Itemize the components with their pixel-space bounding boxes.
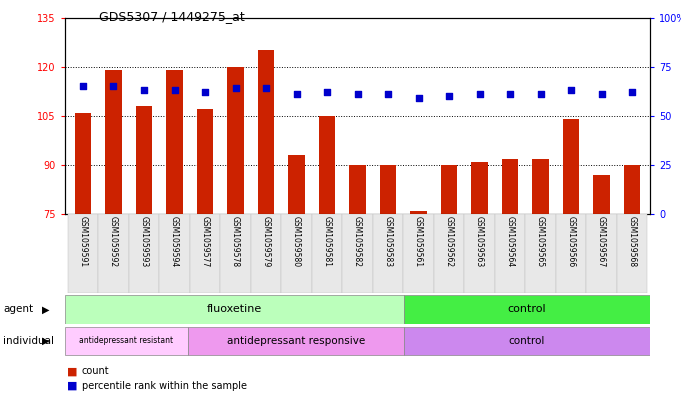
Bar — [257, 50, 274, 214]
Text: antidepressant resistant: antidepressant resistant — [79, 336, 174, 345]
Text: GSM1059567: GSM1059567 — [597, 216, 606, 267]
Bar — [166, 70, 183, 214]
Text: GSM1059561: GSM1059561 — [414, 216, 423, 267]
Text: count: count — [82, 366, 110, 376]
Bar — [471, 162, 488, 214]
Text: agent: agent — [3, 305, 33, 314]
Text: GSM1059578: GSM1059578 — [231, 216, 240, 267]
Point — [505, 91, 516, 97]
Text: control: control — [508, 305, 546, 314]
Bar — [190, 214, 220, 293]
Bar — [617, 214, 648, 293]
Text: GSM1059566: GSM1059566 — [567, 216, 575, 267]
Point — [200, 89, 210, 95]
Text: GSM1059580: GSM1059580 — [292, 216, 301, 267]
Bar — [98, 214, 129, 293]
Bar — [404, 327, 650, 355]
Text: ■: ■ — [67, 381, 77, 391]
Bar — [227, 67, 244, 214]
Point — [596, 91, 607, 97]
Bar — [319, 116, 336, 214]
Bar — [251, 214, 281, 293]
Bar — [464, 214, 495, 293]
Point — [566, 87, 577, 94]
Bar — [502, 158, 518, 214]
Bar — [586, 214, 617, 293]
Bar — [495, 214, 525, 293]
Bar — [525, 214, 556, 293]
Text: individual: individual — [3, 336, 54, 346]
Point — [169, 87, 180, 94]
Bar — [379, 165, 396, 214]
Text: GDS5307 / 1449275_at: GDS5307 / 1449275_at — [99, 10, 244, 23]
Text: control: control — [509, 336, 545, 346]
Text: GSM1059583: GSM1059583 — [383, 216, 392, 267]
Bar — [75, 113, 91, 214]
Text: ■: ■ — [67, 366, 77, 376]
Text: ▶: ▶ — [42, 305, 50, 314]
Bar — [312, 214, 343, 293]
Bar — [441, 165, 458, 214]
Point — [230, 85, 241, 92]
Text: GSM1059593: GSM1059593 — [140, 216, 148, 267]
Bar — [403, 214, 434, 293]
Bar — [532, 158, 549, 214]
Point — [627, 89, 637, 95]
Point — [535, 91, 546, 97]
Bar — [373, 214, 403, 293]
Text: GSM1059594: GSM1059594 — [170, 216, 179, 267]
Text: fluoxetine: fluoxetine — [206, 305, 262, 314]
Bar — [220, 214, 251, 293]
Point — [413, 95, 424, 101]
Text: GSM1059582: GSM1059582 — [353, 216, 362, 267]
Point — [78, 83, 89, 90]
Bar — [556, 214, 586, 293]
Text: GSM1059592: GSM1059592 — [109, 216, 118, 267]
Text: GSM1059577: GSM1059577 — [200, 216, 210, 267]
Point — [321, 89, 332, 95]
Point — [138, 87, 149, 94]
Bar — [624, 165, 640, 214]
Point — [291, 91, 302, 97]
Text: GSM1059579: GSM1059579 — [262, 216, 270, 267]
Text: GSM1059591: GSM1059591 — [78, 216, 87, 267]
Text: antidepressant responsive: antidepressant responsive — [227, 336, 365, 346]
Text: percentile rank within the sample: percentile rank within the sample — [82, 381, 247, 391]
Point — [383, 91, 394, 97]
Bar — [563, 119, 580, 214]
Text: GSM1059581: GSM1059581 — [323, 216, 332, 267]
Point — [108, 83, 119, 90]
Bar — [65, 327, 188, 355]
Bar — [281, 214, 312, 293]
Point — [474, 91, 485, 97]
Bar — [434, 214, 464, 293]
Bar — [65, 296, 404, 324]
Text: ▶: ▶ — [42, 336, 50, 346]
Bar — [349, 165, 366, 214]
Bar — [197, 109, 213, 214]
Point — [352, 91, 363, 97]
Text: GSM1059568: GSM1059568 — [628, 216, 637, 267]
Text: GSM1059564: GSM1059564 — [505, 216, 515, 267]
Bar — [288, 155, 305, 214]
Point — [443, 93, 454, 99]
Bar — [343, 214, 373, 293]
Point — [261, 85, 272, 92]
Text: GSM1059563: GSM1059563 — [475, 216, 484, 267]
Bar — [67, 214, 98, 293]
Bar — [105, 70, 122, 214]
Bar — [159, 214, 190, 293]
Bar — [136, 106, 153, 214]
Bar — [593, 175, 610, 214]
Text: GSM1059562: GSM1059562 — [445, 216, 454, 267]
Bar — [410, 211, 427, 214]
Bar — [404, 296, 650, 324]
Bar — [129, 214, 159, 293]
Bar — [188, 327, 404, 355]
Text: GSM1059565: GSM1059565 — [536, 216, 545, 267]
